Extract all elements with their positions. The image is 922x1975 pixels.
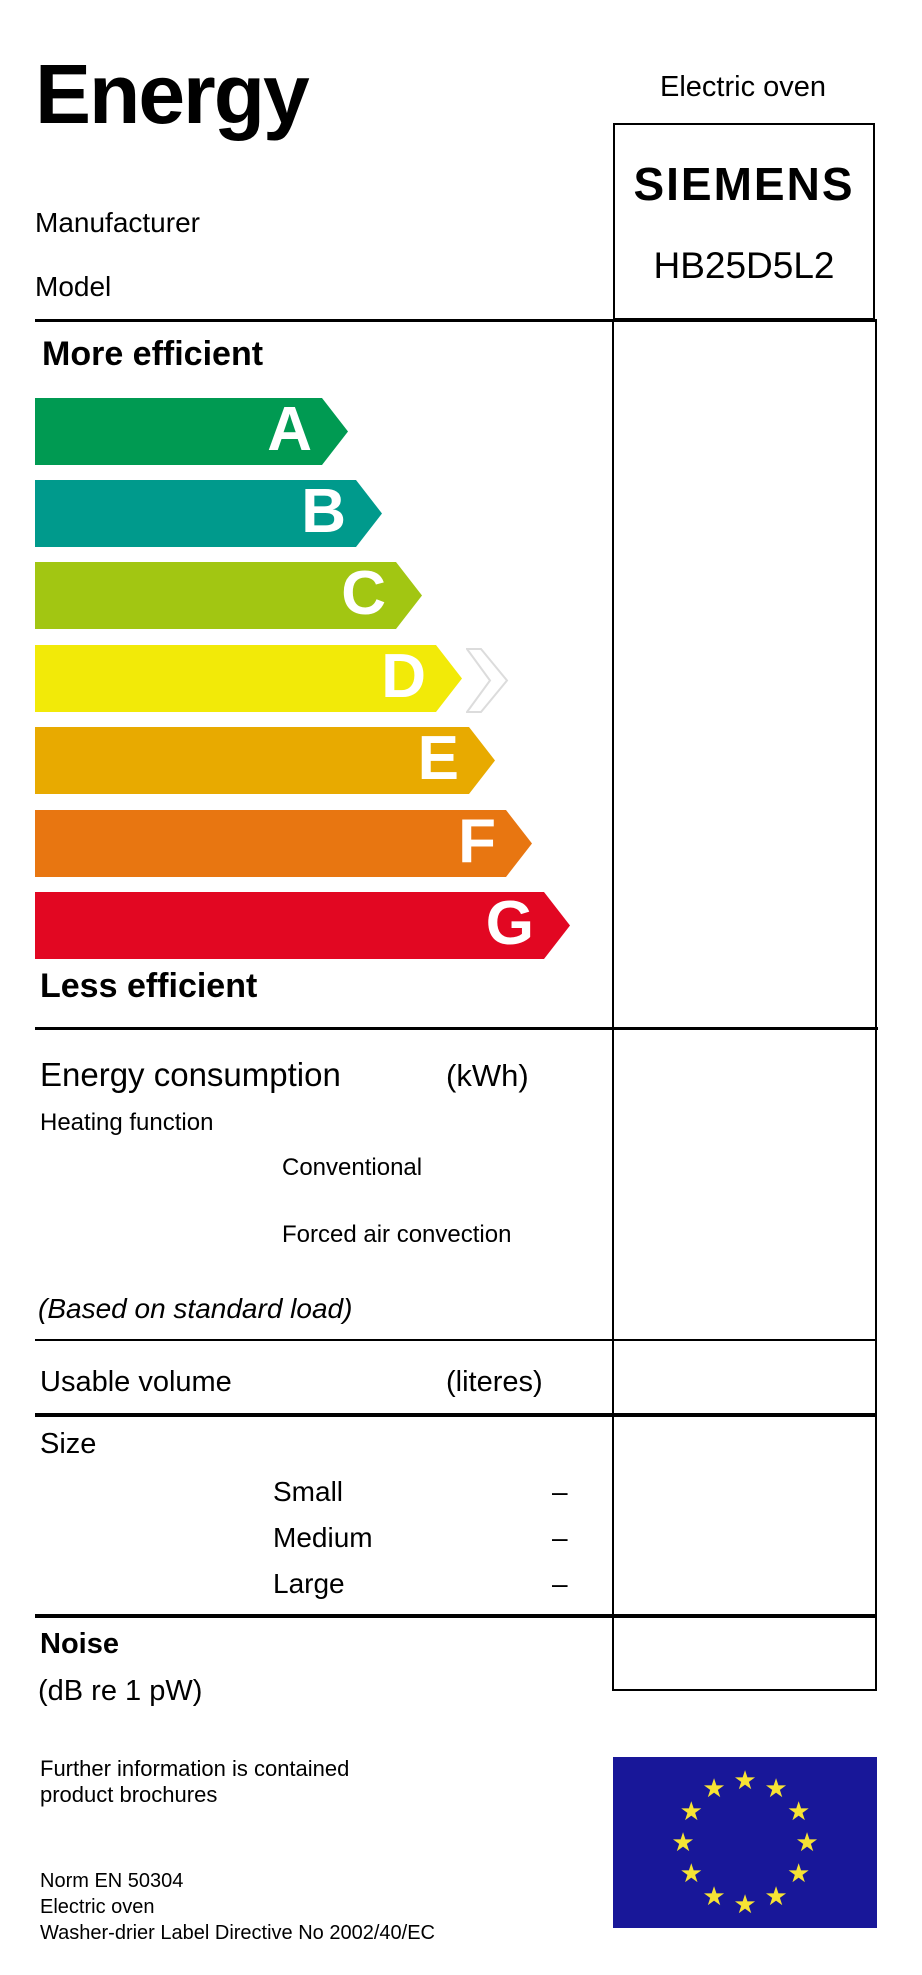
usable-volume-unit: (literes) [446,1366,543,1398]
ghost-arrow-outline [466,648,509,713]
efficiency-grade-letter: G [485,888,534,958]
less-efficient-label: Less efficient [40,967,258,1005]
size-option-large-label: Large [273,1568,345,1599]
efficiency-grade-letter: D [381,641,426,711]
size-heading: Size [40,1428,97,1460]
size-option-medium-label: Medium [273,1522,373,1553]
further-info-line2: product brochures [40,1782,218,1807]
eu-star-icon: ★ [795,1827,819,1857]
usable-volume-heading: Usable volume [40,1366,232,1398]
efficiency-grade-letter: E [417,723,459,793]
heating-function-label: Heating function [40,1109,214,1136]
efficiency-arrow-e: E [35,727,495,794]
eu-star-icon: ★ [764,1773,788,1804]
mode-conventional-label: Conventional [282,1154,423,1181]
model-label: Model [35,271,112,302]
eu-star-icon: ★ [679,1796,703,1826]
efficiency-arrow-b: B [35,480,382,547]
brand-logo: SIEMENS [633,157,855,210]
right-column-bottom-border [613,1689,877,1691]
further-info-text: Further information is contained product… [40,1756,349,1808]
right-column-right-border [875,319,877,1691]
norm-text: Norm EN 50304 [40,1870,184,1892]
efficiency-grade-letter: F [458,806,496,876]
eu-star-icon: ★ [764,1880,788,1911]
brand-box: SIEMENS HB25D5L2 [613,123,875,320]
page-title: Energy [35,47,310,141]
divider-scale-bottom [35,1027,878,1030]
size-option-large-value: – [552,1568,568,1599]
eu-star-icon: ★ [733,1889,757,1919]
eu-star-icon: ★ [702,1773,726,1804]
model-value: HB25D5L2 [653,244,835,286]
efficiency-arrow-a: A [35,398,348,465]
divider-consumption-bottom [35,1339,877,1341]
eu-flag: ★ ★ ★ ★ ★ ★ ★ ★ ★ ★ ★ ★ [613,1757,877,1928]
eu-star-icon: ★ [679,1858,703,1888]
energy-consumption-unit: (kWh) [446,1058,529,1093]
appliance-text: Electric oven [40,1896,155,1918]
divider-volume-bottom [35,1413,877,1417]
efficiency-arrow-f: F [35,810,532,877]
further-info-line1: Further information is contained [40,1756,350,1781]
size-option-small-value: – [552,1476,568,1507]
eu-star-icon: ★ [733,1765,757,1795]
manufacturer-label: Manufacturer [35,207,200,238]
divider-size-bottom [35,1614,877,1618]
efficiency-grade-letter: C [341,558,386,628]
efficiency-arrow-d: D [35,645,462,712]
efficiency-grade-letter: B [301,476,346,546]
eu-star-icon: ★ [702,1880,726,1911]
standard-load-note: (Based on standard load) [38,1293,353,1324]
mode-forced-air-label: Forced air convection [282,1221,512,1248]
directive-text: Washer-drier Label Directive No 2002/40/… [40,1922,435,1944]
efficiency-grade-letter: A [267,394,312,464]
eu-star-icon: ★ [787,1796,811,1826]
energy-consumption-heading: Energy consumption [40,1056,341,1093]
eu-star-icon: ★ [671,1827,695,1857]
divider-header [35,319,877,322]
efficiency-arrow-g: G [35,892,570,959]
noise-heading: Noise [40,1628,119,1660]
efficiency-arrow-c: C [35,562,422,629]
regulatory-text: Norm EN 50304 Electric oven Washer-drier… [40,1868,435,1946]
eu-star-icon: ★ [787,1858,811,1888]
noise-unit: (dB re 1 pW) [38,1675,203,1707]
size-option-medium-value: – [552,1522,568,1553]
size-option-small-label: Small [273,1476,344,1507]
more-efficient-label: More efficient [42,335,264,373]
right-column-left-border [612,319,614,1691]
product-type-label: Electric oven [659,71,827,103]
